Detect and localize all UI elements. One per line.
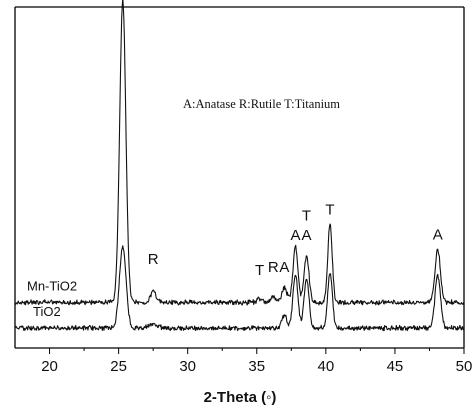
series-label: TiO2 <box>33 304 61 319</box>
peak-label: A <box>290 227 300 244</box>
peak-label: T <box>325 202 334 219</box>
peak-label: A <box>433 226 443 243</box>
x-axis-label: 2-Theta (◦) <box>204 389 277 406</box>
series-line-tio2 <box>14 245 465 332</box>
peak-label: R <box>268 259 279 276</box>
peak-label: T <box>302 208 311 225</box>
x-tick-label: 25 <box>110 358 127 375</box>
peak-label: R <box>148 251 159 268</box>
x-tick-label: 40 <box>318 358 335 375</box>
x-tick-label: 45 <box>387 358 404 375</box>
x-tick-label: 20 <box>41 358 58 375</box>
series-line-mn-tio2 <box>14 0 465 306</box>
x-tick-label: 30 <box>179 358 196 375</box>
x-ticks: 20 25 30 35 40 45 50 <box>41 348 472 375</box>
x-tick-label: 50 <box>456 358 473 375</box>
peak-annotations: ARTRAAATTA <box>148 202 443 279</box>
series-label: Mn-TiO2 <box>27 278 77 293</box>
peak-label: A <box>301 227 311 244</box>
peak-label: A <box>279 259 289 276</box>
peak-label: T <box>255 262 264 279</box>
series-group: Mn-TiO2 TiO2 <box>14 0 465 332</box>
x-tick-label: 35 <box>248 358 265 375</box>
phase-legend: A:Anatase R:Rutile T:Titanium <box>183 97 340 111</box>
